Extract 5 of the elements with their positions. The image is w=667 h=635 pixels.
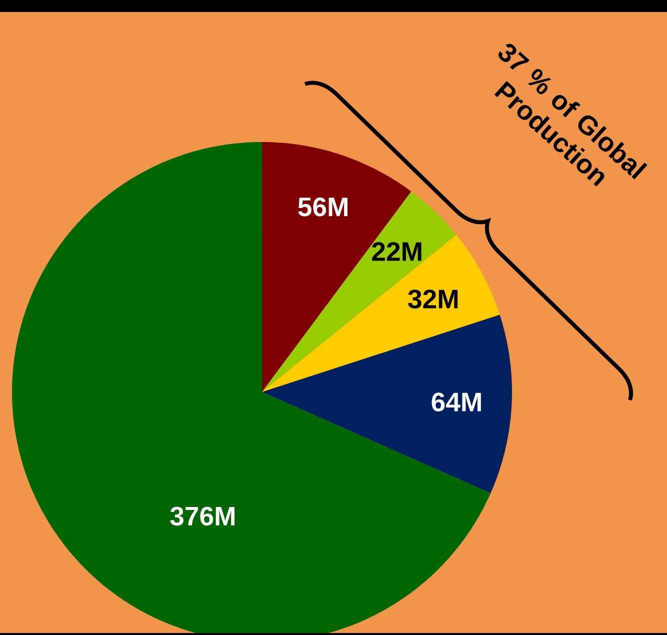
data-label: 64M [432,392,481,412]
data-label: 32M [408,290,458,308]
data-label: 22M [372,242,422,261]
data-label: 56M [298,197,348,216]
data-label: 376M [170,506,235,526]
